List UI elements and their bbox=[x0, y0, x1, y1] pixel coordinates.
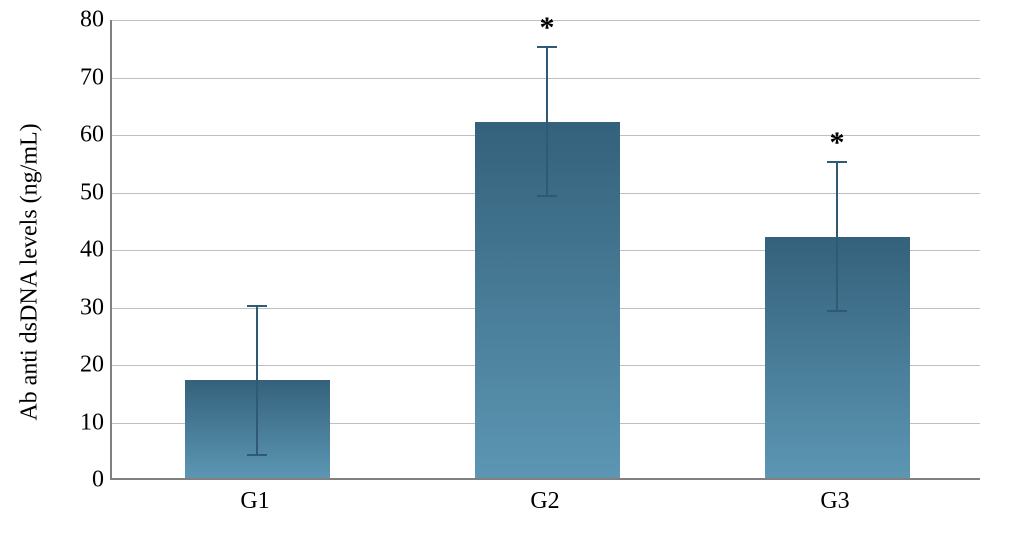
errorbar-cap bbox=[827, 310, 847, 312]
y-tick-label: 70 bbox=[80, 64, 112, 91]
x-axis-labels: G1 G2 G3 bbox=[110, 482, 980, 522]
y-tick-label: 20 bbox=[80, 352, 112, 379]
errorbar-cap bbox=[247, 454, 267, 456]
errorbar-cap bbox=[537, 195, 557, 197]
x-tick-label: G1 bbox=[240, 488, 269, 515]
y-tick-label: 50 bbox=[80, 179, 112, 206]
errorbar-g3 bbox=[836, 162, 838, 312]
y-tick-label: 80 bbox=[80, 7, 112, 34]
errorbar-cap bbox=[247, 305, 267, 307]
y-axis-title: Ab anti dsDNA levels (ng/mL) bbox=[17, 123, 44, 420]
y-tick-label: 40 bbox=[80, 237, 112, 264]
y-tick-label: 0 bbox=[92, 467, 112, 494]
errorbar-cap bbox=[827, 161, 847, 163]
x-tick-label: G3 bbox=[820, 488, 849, 515]
x-tick-label: G2 bbox=[530, 488, 559, 515]
significance-marker: * bbox=[830, 126, 845, 160]
chart-container: Ab anti dsDNA levels (ng/mL) 01020304050… bbox=[0, 0, 1012, 544]
y-tick-label: 30 bbox=[80, 294, 112, 321]
y-tick-label: 60 bbox=[80, 122, 112, 149]
y-tick-label: 10 bbox=[80, 409, 112, 436]
errorbar-g1 bbox=[256, 306, 258, 456]
plot-area: 01020304050607080** bbox=[110, 20, 980, 480]
errorbar-cap bbox=[537, 46, 557, 48]
significance-marker: * bbox=[540, 11, 555, 45]
errorbar-g2 bbox=[546, 47, 548, 197]
